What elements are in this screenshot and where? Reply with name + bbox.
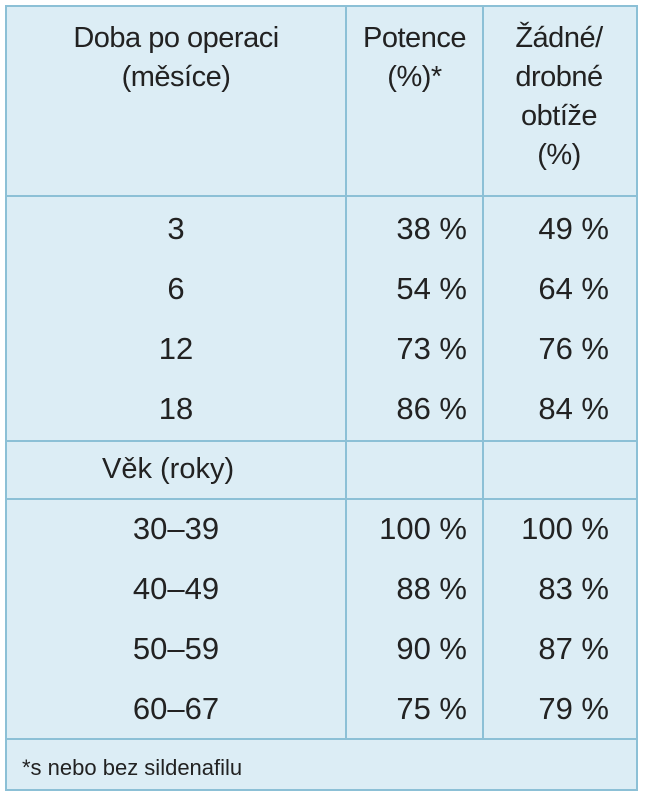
header-text: obtíže <box>521 100 598 132</box>
row-label: 30–39 <box>132 511 220 546</box>
cell-value: 73 % <box>396 331 467 366</box>
row-label: 60–67 <box>132 691 220 726</box>
row-label: 3 <box>167 211 185 246</box>
row-label: 12 <box>158 331 194 366</box>
row-label: 50–59 <box>132 631 220 666</box>
header-text: (měsíce) <box>121 61 231 93</box>
cell-value: 83 % <box>538 571 609 606</box>
header-text: Doba po operaci <box>73 22 279 54</box>
row-divider <box>7 498 636 500</box>
row-label: 18 <box>158 391 194 426</box>
header-text: Potence <box>363 22 466 54</box>
cell-value: 76 % <box>538 331 609 366</box>
cell-value: 86 % <box>396 391 467 426</box>
cell-value: 79 % <box>538 691 609 726</box>
header-text: Žádné/ <box>515 22 603 54</box>
row-divider <box>7 195 636 197</box>
row-label: 40–49 <box>132 571 220 606</box>
row-label: 6 <box>167 271 185 306</box>
cell-value: 100 % <box>379 511 467 546</box>
column-divider <box>482 7 484 738</box>
cell-value: 64 % <box>538 271 609 306</box>
cell-value: 75 % <box>396 691 467 726</box>
cell-value: 38 % <box>396 211 467 246</box>
cell-value: 87 % <box>538 631 609 666</box>
cell-value: 88 % <box>396 571 467 606</box>
cell-value: 90 % <box>396 631 467 666</box>
header-text: drobné <box>515 61 603 93</box>
section-label: Věk (roky) <box>102 453 235 485</box>
row-divider <box>7 738 636 740</box>
cell-value: 100 % <box>521 511 609 546</box>
header-text: (%)* <box>387 61 442 93</box>
footnote: *s nebo bez sildenafilu <box>22 755 243 780</box>
cell-value: 54 % <box>396 271 467 306</box>
header-text: (%) <box>537 139 581 171</box>
column-divider <box>345 7 347 738</box>
table: Doba po operaci (měsíce) Potence (%)* Žádné/… <box>5 5 638 791</box>
cell-value: 84 % <box>538 391 609 426</box>
cell-value: 49 % <box>538 211 609 246</box>
row-divider <box>7 440 636 442</box>
